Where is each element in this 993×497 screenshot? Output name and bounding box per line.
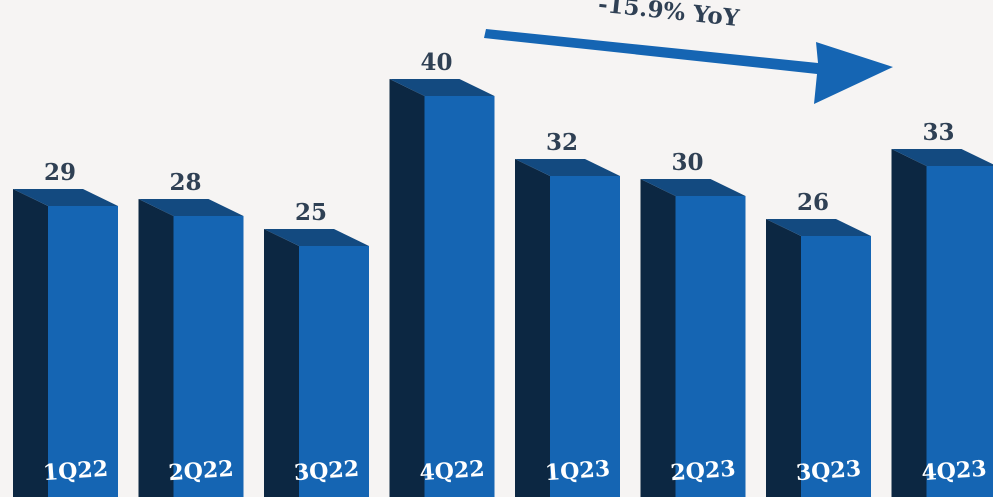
category-label: 1Q22 xyxy=(42,456,109,486)
value-label: 32 xyxy=(546,129,578,156)
yoy-annotation: -15.9% YoY xyxy=(484,0,893,104)
category-label: 4Q23 xyxy=(921,456,988,486)
bar-side-face xyxy=(766,219,801,497)
value-label: 25 xyxy=(295,199,327,226)
category-label: 2Q23 xyxy=(670,456,737,486)
bar-3Q22 xyxy=(264,229,369,497)
bar-side-face xyxy=(264,229,299,497)
bar-side-face xyxy=(138,199,174,497)
value-label: 33 xyxy=(922,119,954,146)
yoy-label: -15.9% YoY xyxy=(597,0,741,32)
category-label: 3Q22 xyxy=(293,456,360,486)
bar-top-face xyxy=(138,199,244,216)
bar-1Q22 xyxy=(13,189,118,497)
value-label: 29 xyxy=(44,159,76,186)
bar-side-face xyxy=(515,159,550,497)
bar-4Q23 xyxy=(891,149,993,497)
bar-side-face xyxy=(13,189,48,497)
labels-group: 29 1Q22 28 2Q22 25 3Q22 40 4Q22 32 1Q23 30 2Q23 26 3Q… xyxy=(42,49,987,486)
bar-top-face xyxy=(515,159,620,176)
yoy-arrow xyxy=(484,29,893,104)
bar-front-face xyxy=(424,96,495,497)
bar-3Q23 xyxy=(766,219,871,497)
bar-front-face xyxy=(299,246,369,497)
bar-top-face xyxy=(389,79,495,96)
bar-side-face xyxy=(640,179,676,497)
bar-front-face xyxy=(173,216,244,497)
category-label: 2Q22 xyxy=(168,456,235,486)
bar-front-face xyxy=(926,166,993,497)
bar-top-face xyxy=(13,189,118,206)
bars-group xyxy=(13,79,993,497)
bar-front-face xyxy=(48,206,118,497)
category-label: 3Q23 xyxy=(795,456,862,486)
bar-side-face xyxy=(389,79,425,497)
bar-2Q22 xyxy=(138,199,244,497)
bar-front-face xyxy=(801,236,871,497)
bar-top-face xyxy=(264,229,369,246)
value-label: 40 xyxy=(420,49,452,76)
value-label: 26 xyxy=(797,189,829,216)
bar-2Q23 xyxy=(640,179,746,497)
category-label: 4Q22 xyxy=(419,456,486,486)
bar-top-face xyxy=(766,219,871,236)
bar-front-face xyxy=(675,196,746,497)
bar-side-face xyxy=(891,149,927,497)
bar-top-face xyxy=(640,179,746,196)
bar-front-face xyxy=(550,176,620,497)
bar-4Q22 xyxy=(389,79,495,497)
bar-top-face xyxy=(891,149,993,166)
category-label: 1Q23 xyxy=(544,456,611,486)
value-label: 30 xyxy=(671,149,703,176)
bar-1Q23 xyxy=(515,159,620,497)
value-label: 28 xyxy=(169,169,201,196)
